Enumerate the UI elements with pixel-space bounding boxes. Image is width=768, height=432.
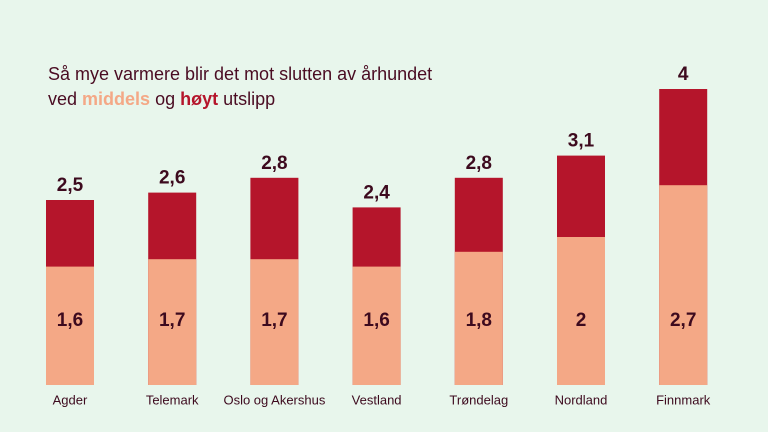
bar bbox=[454, 251, 503, 385]
x-tick-label: Vestland bbox=[352, 392, 402, 407]
bar bbox=[148, 259, 197, 385]
data-label: 2,6 bbox=[159, 168, 185, 189]
x-tick-label: Trøndelag bbox=[449, 392, 508, 407]
data-label: 1,6 bbox=[363, 310, 389, 331]
data-label: 2,4 bbox=[363, 182, 390, 203]
bar bbox=[352, 266, 401, 385]
data-label: 1,8 bbox=[466, 310, 492, 331]
data-label: 2,7 bbox=[670, 310, 696, 331]
data-label: 2,8 bbox=[261, 153, 287, 174]
x-tick-label: Oslo og Akershus bbox=[223, 392, 325, 407]
subtitle-word: utslipp bbox=[223, 89, 276, 109]
data-label: 3,1 bbox=[568, 131, 595, 152]
legend-entry: høyt bbox=[180, 89, 219, 109]
data-label: 1,7 bbox=[261, 310, 287, 331]
x-tick-label: Finnmark bbox=[656, 392, 711, 407]
data-label: 4 bbox=[678, 64, 689, 85]
x-tick-label: Agder bbox=[53, 392, 88, 407]
bar bbox=[557, 237, 605, 385]
subtitle-word: og bbox=[155, 89, 176, 109]
x-tick-label: Telemark bbox=[146, 392, 199, 407]
subtitle-word: ved bbox=[48, 89, 78, 109]
data-label: 2,5 bbox=[57, 175, 84, 196]
legend-entry: middels bbox=[82, 89, 151, 109]
bar bbox=[250, 259, 299, 385]
data-label: 2,8 bbox=[466, 153, 492, 174]
x-tick-label: Nordland bbox=[555, 392, 608, 407]
data-label: 1,7 bbox=[159, 310, 185, 331]
chart-title: Så mye varmere blir det mot slutten av å… bbox=[48, 64, 433, 84]
bar bbox=[46, 266, 94, 385]
chart-subtitle: ved middels og høyt utslipp bbox=[48, 87, 432, 112]
bar bbox=[659, 185, 708, 385]
header: Så mye varmere blir det mot slutten av å… bbox=[48, 62, 432, 112]
data-label: 2 bbox=[576, 310, 587, 331]
data-label: 1,6 bbox=[57, 310, 83, 331]
